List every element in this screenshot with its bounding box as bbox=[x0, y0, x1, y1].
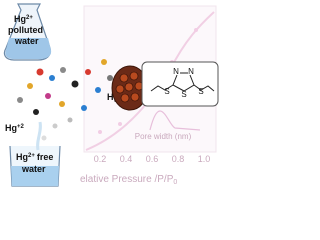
ion: Hg bbox=[16, 152, 28, 162]
polluted-line1: polluted bbox=[8, 25, 43, 35]
atom-label: S bbox=[198, 87, 203, 96]
inset-title: Pore width (nm) bbox=[135, 132, 192, 141]
x-title: elative Pressure /P/P0 bbox=[80, 174, 177, 186]
x-title-sub: 0 bbox=[173, 179, 177, 186]
atom-label: N bbox=[188, 67, 194, 76]
atom-label: S bbox=[164, 87, 169, 96]
beaker bbox=[9, 121, 61, 187]
ion: Hg bbox=[14, 14, 26, 24]
flask bbox=[3, 3, 52, 61]
x-title-main: elative Pressure /P/P bbox=[80, 174, 174, 185]
x-tick-labels: 0.2 0.4 0.6 0.8 1.0 bbox=[94, 154, 211, 164]
pore-curve bbox=[149, 110, 201, 131]
x-tick-label: 1.0 bbox=[198, 154, 211, 164]
polluted-line2: water bbox=[14, 36, 39, 46]
molecule-box bbox=[141, 61, 219, 107]
charge: 2+ bbox=[28, 153, 35, 159]
atoms: N N S S S bbox=[164, 67, 203, 99]
x-tick-label: 0.4 bbox=[120, 154, 133, 164]
atom-label: S bbox=[181, 90, 186, 99]
x-tick-label: 0.6 bbox=[146, 154, 159, 164]
free-line1: free bbox=[37, 152, 54, 162]
ion: Hg bbox=[5, 123, 17, 133]
polluted-label: Hg2+ bbox=[14, 14, 33, 24]
charge: +2 bbox=[17, 124, 25, 130]
atom-label: N bbox=[173, 67, 179, 76]
graphical-abstract: 0.2 0.4 0.6 0.8 1.0 Pore width (nm) elative … bbox=[3, 3, 219, 187]
charge: 2+ bbox=[26, 15, 33, 21]
x-tick-label: 0.8 bbox=[172, 154, 185, 164]
free-label: Hg2+ free bbox=[16, 152, 53, 162]
free-line2: water bbox=[21, 164, 46, 174]
ion-label: Hg+2 bbox=[5, 123, 25, 133]
ion-spheres bbox=[17, 59, 123, 141]
molecule-bonds bbox=[150, 72, 215, 92]
x-tick-label: 0.2 bbox=[94, 154, 107, 164]
